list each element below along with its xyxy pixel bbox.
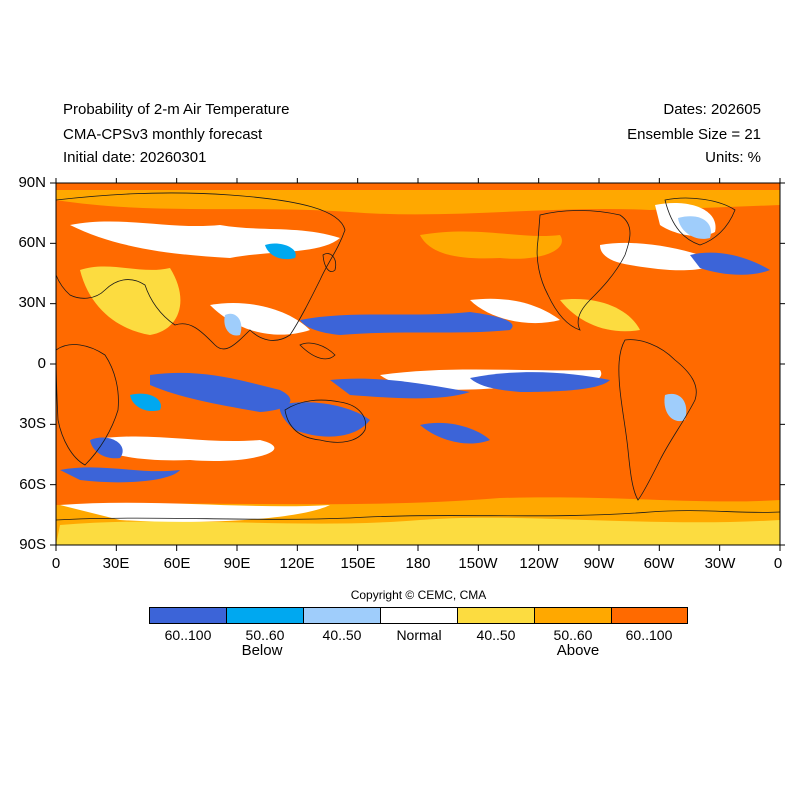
south-indian-normal <box>90 436 275 461</box>
colorbar-swatch-above-50-60 <box>534 607 612 624</box>
south-pacific-cool <box>420 422 490 444</box>
colorbar-label-above-60-100: 60..100 <box>625 627 673 643</box>
madagascar-cool <box>130 393 161 412</box>
colorbar-label-below-50-60: 50..60 <box>245 627 285 643</box>
colorbar-swatch-below-40-50 <box>303 607 381 624</box>
north-pacific-cool-band <box>300 312 513 335</box>
japan-coast <box>322 253 337 272</box>
brazil-light-cool <box>664 393 687 422</box>
colorbar-swatch-below-60-100 <box>149 607 227 624</box>
map-field <box>56 183 780 545</box>
central-pacific-normal <box>470 298 560 324</box>
lat-label-60s: 60S <box>19 476 46 493</box>
indian-ocean-cool <box>150 372 291 412</box>
lon-label-90w: 90W <box>583 555 615 572</box>
lon-label-180: 180 <box>405 555 431 572</box>
colorbar-swatch-above-40-50 <box>457 607 535 624</box>
lat-label-90s: 90S <box>19 536 46 553</box>
colorbar-group-below: Below <box>241 642 283 659</box>
north-america-coast <box>536 210 631 331</box>
axis-ticks <box>50 178 785 551</box>
colorbar-swatch-normal <box>380 607 458 624</box>
lon-label-30w: 30W <box>704 555 736 572</box>
lon-label-0-right: 0 <box>773 555 783 572</box>
lon-label-150w: 150W <box>458 555 498 572</box>
map-title: Probability of 2-m Air Temperature <box>63 101 290 118</box>
antarctic-yellow <box>56 517 780 545</box>
colorbar-group-above: Above <box>556 642 600 659</box>
maritime-continent-coast <box>299 342 336 360</box>
africa-south-cool <box>90 437 123 459</box>
west-pacific-cool <box>330 378 470 399</box>
southern-ocean-normal <box>60 502 330 522</box>
lon-label-60w: 60W <box>643 555 675 572</box>
copyright-notice: Copyright © CEMC, CMA <box>350 588 487 602</box>
colorbar-label-below-60-100: 60..100 <box>164 627 212 643</box>
eurasia-coast <box>56 192 346 350</box>
south-asia-normal <box>210 302 310 335</box>
colorbar-swatch-below-50-60 <box>226 607 304 624</box>
lon-label-120e: 120E <box>279 555 315 572</box>
south-america-coast <box>618 339 697 501</box>
north-atlantic-cool <box>690 252 770 275</box>
greenland-coast <box>664 197 736 246</box>
lat-label-equator: 0 <box>37 355 46 372</box>
lat-label-90n: 90N <box>18 174 46 191</box>
lon-label-60e: 60E <box>163 555 191 572</box>
units: Units: % <box>705 149 761 166</box>
greenland-light-cool <box>678 216 711 239</box>
lon-label-30e: 30E <box>102 555 130 572</box>
north-atlantic-normal <box>600 242 720 271</box>
eurasia-yellow <box>80 266 181 335</box>
colorbar-swatch-above-60-100 <box>611 607 688 624</box>
model-name: CMA-CPSv3 monthly forecast <box>63 126 263 143</box>
africa-coast <box>56 344 119 466</box>
forecast-dates: Dates: 202605 <box>663 101 761 118</box>
ensemble-size: Ensemble Size = 21 <box>627 126 761 143</box>
lat-label-60n: 60N <box>18 234 46 251</box>
lat-label-30s: 30S <box>19 415 46 432</box>
india-light-cool <box>224 313 242 336</box>
initial-date: Initial date: 20260301 <box>63 149 207 166</box>
lon-label-150e: 150E <box>340 555 376 572</box>
australia-cool <box>279 402 370 437</box>
lat-label-30n: 30N <box>18 294 46 311</box>
colorbar-label-above-50-60: 50..60 <box>553 627 593 643</box>
antarctica-coast <box>56 510 780 521</box>
arctic-warm-band <box>56 190 780 215</box>
lon-label-0-left: 0 <box>51 555 61 572</box>
north-pacific-mid <box>420 231 562 259</box>
lon-label-120w: 120W <box>519 555 559 572</box>
east-pacific-cool-band <box>470 372 610 392</box>
colorbar-label-below-40-50: 40..50 <box>322 627 362 643</box>
tropical-atlantic-yellow <box>560 299 640 332</box>
australia-coast <box>284 399 367 443</box>
siberia-cool <box>265 243 296 260</box>
lon-label-90e: 90E <box>223 555 251 572</box>
coastlines <box>56 192 780 521</box>
colorbar-label-normal: Normal <box>396 627 442 643</box>
south-atlantic-cool <box>60 467 180 483</box>
colorbar-label-above-40-50: 40..50 <box>476 627 516 643</box>
